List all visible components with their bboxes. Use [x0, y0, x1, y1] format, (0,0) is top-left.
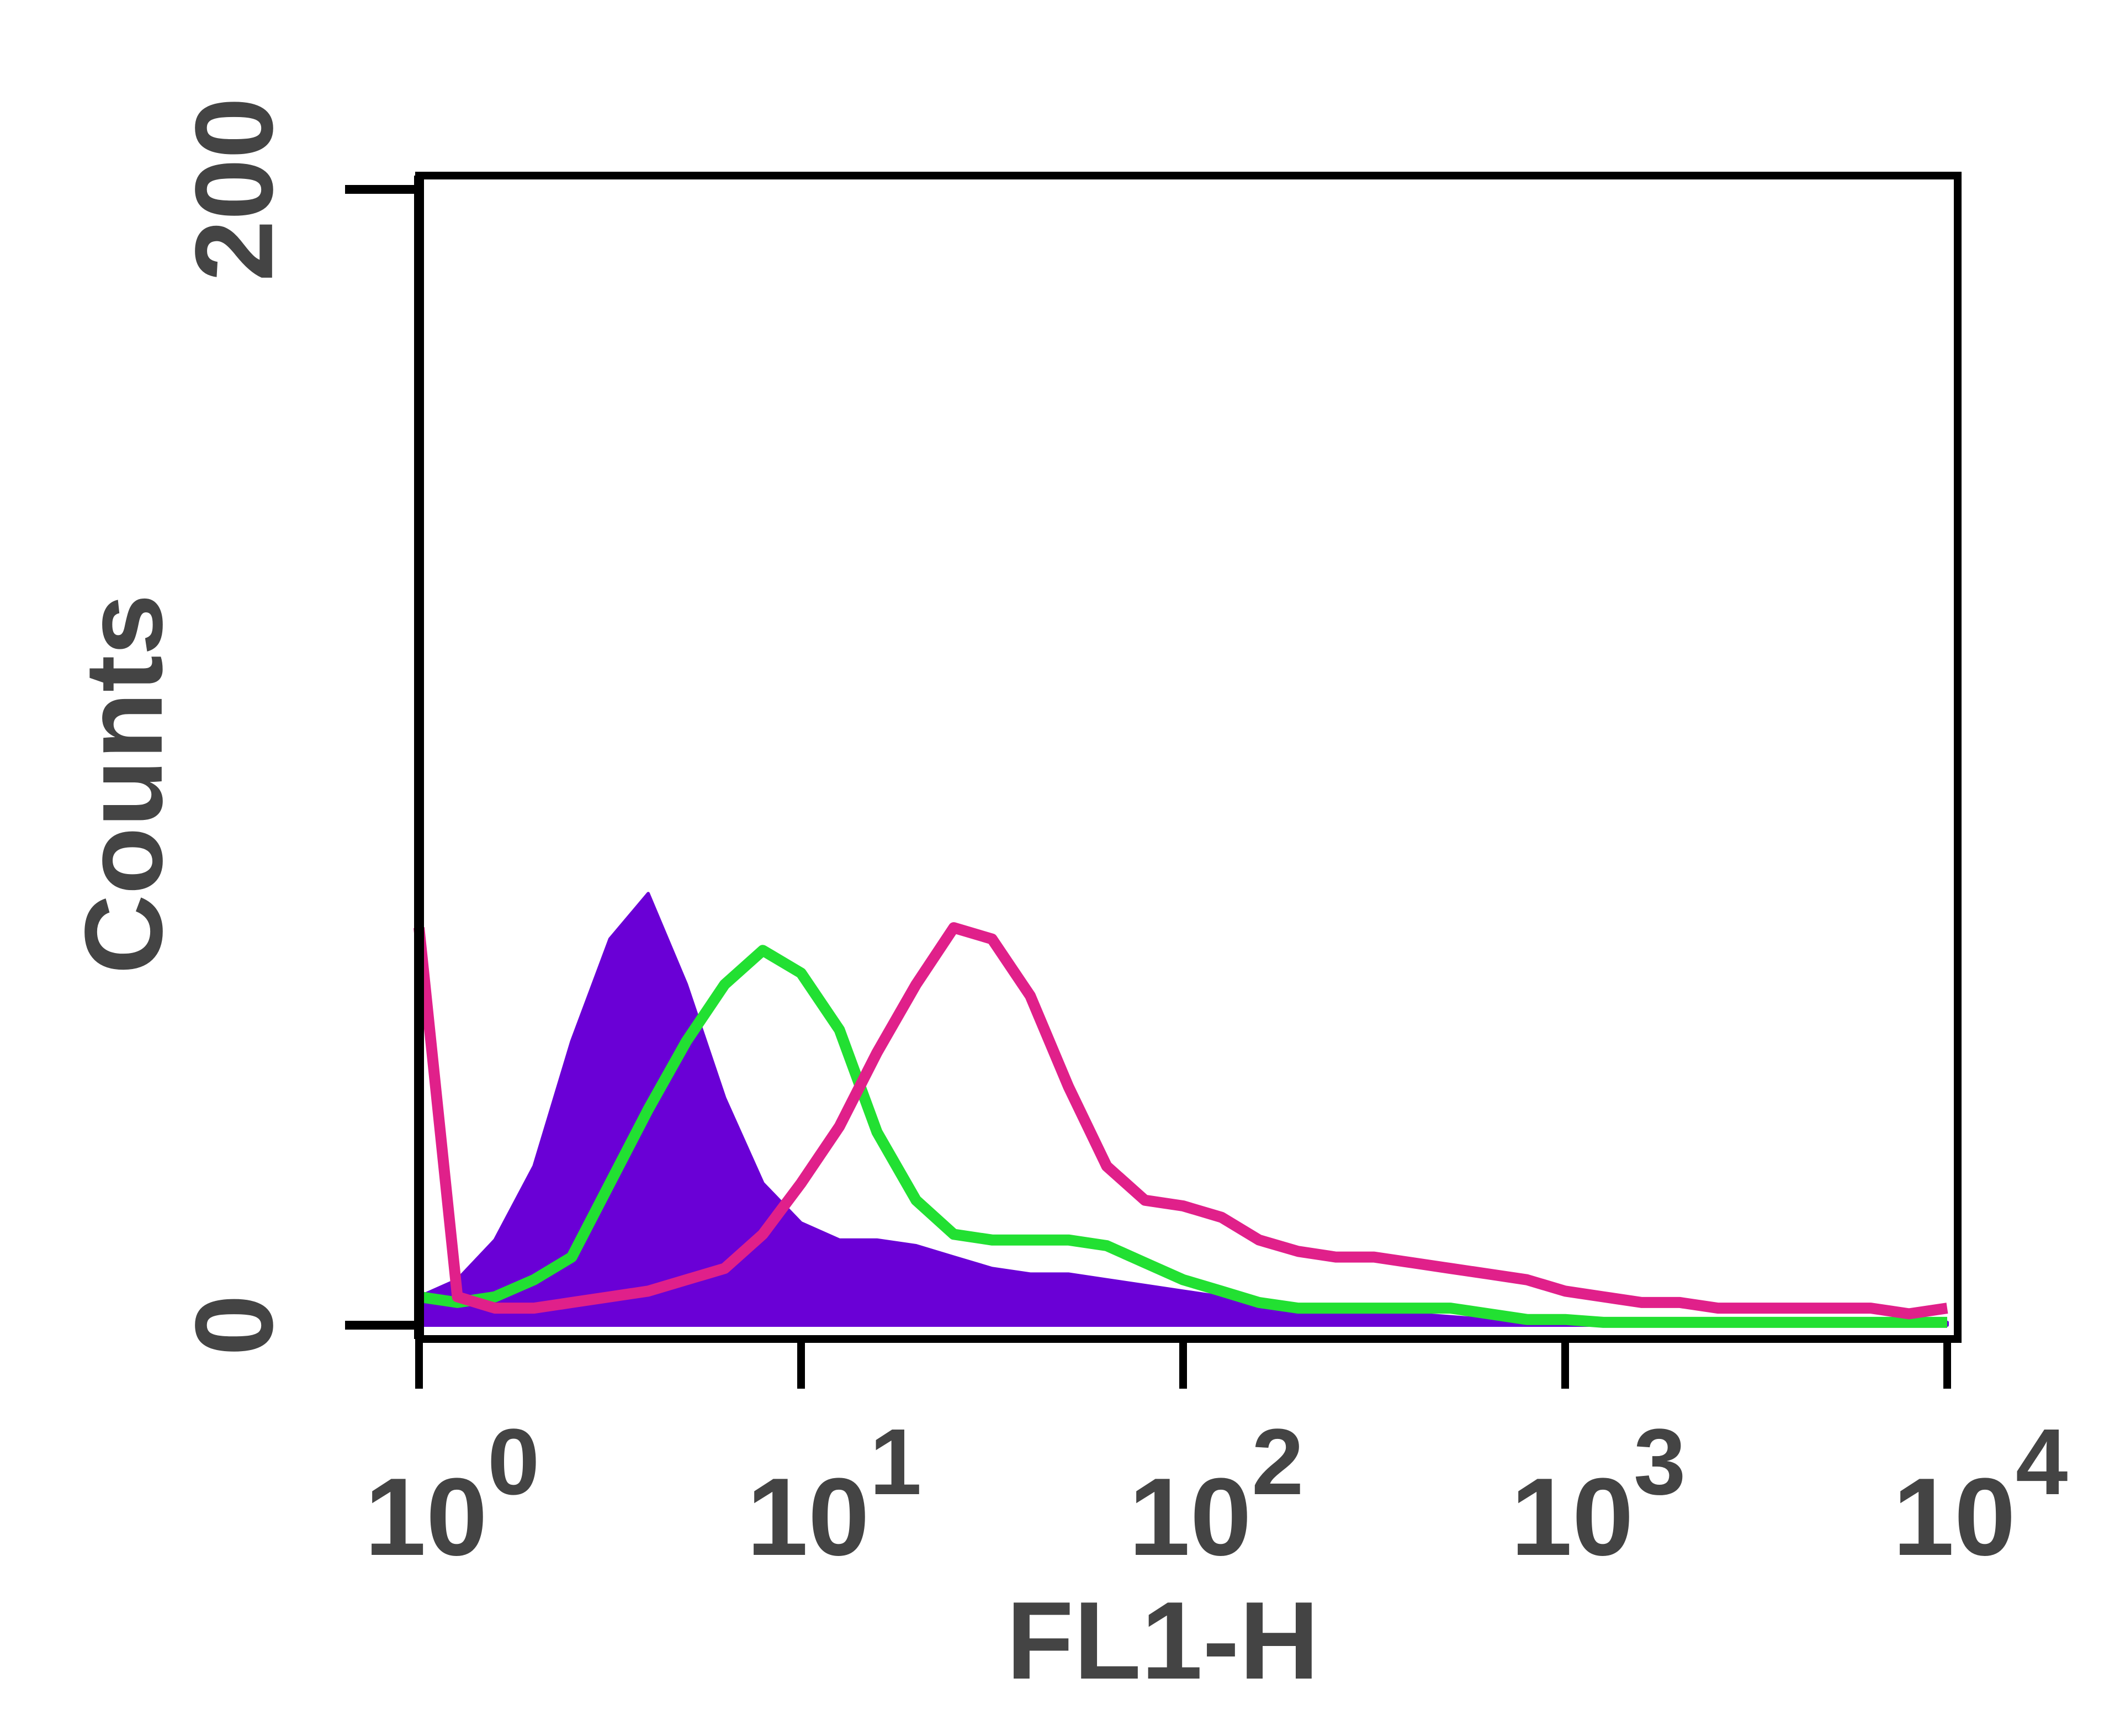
y-tick-label: 200: [173, 97, 296, 282]
y-axis-label: Counts: [62, 594, 186, 975]
x-tick-label: 100: [364, 1410, 539, 1579]
x-tick-label: 103: [1510, 1410, 1686, 1579]
histogram-line: [418, 945, 1947, 1328]
x-tick-label: 102: [1128, 1410, 1303, 1579]
x-tick-label: 101: [746, 1410, 921, 1579]
x-axis-label: FL1-H: [1006, 1579, 1319, 1702]
histogram-line: [414, 922, 1948, 1320]
x-tick-label: 104: [1893, 1410, 2068, 1579]
y-tick-label: 0: [173, 1294, 296, 1356]
